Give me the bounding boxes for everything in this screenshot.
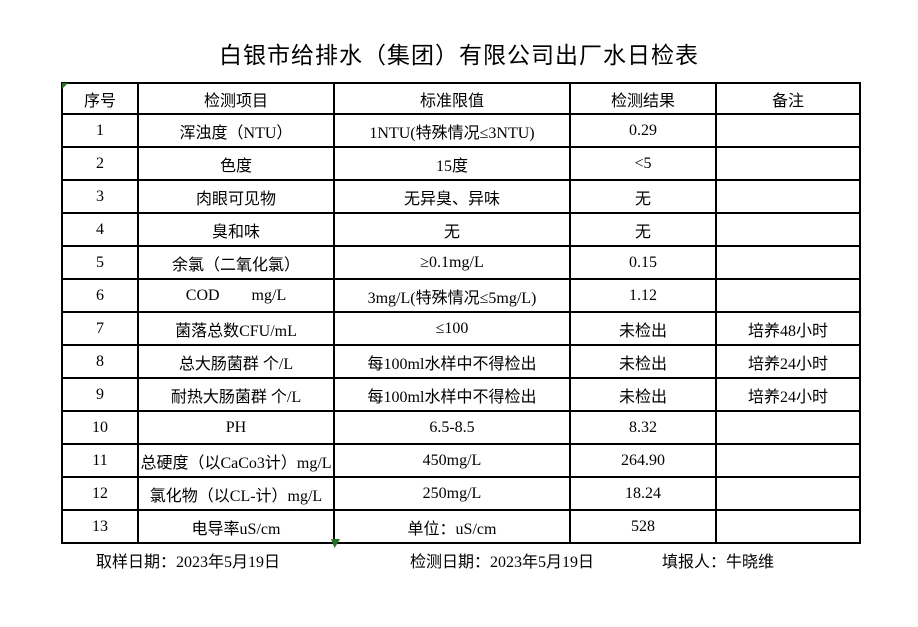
table-header-row: 序号 检测项目 标准限值 检测结果 备注 [61, 82, 861, 115]
cell-result: 无 [569, 179, 717, 214]
cell-seq: 1 [61, 113, 139, 148]
cell-result: 无 [569, 212, 717, 247]
water-quality-table: 序号 检测项目 标准限值 检测结果 备注 1 浑浊度（NTU） 1NTU(特殊情… [61, 82, 861, 544]
cell-result: 528 [569, 509, 717, 544]
cell-item: 氯化物（以CL-计）mg/L [137, 476, 335, 511]
cell-result: <5 [569, 146, 717, 181]
cell-seq: 2 [61, 146, 139, 181]
cell-seq: 9 [61, 377, 139, 412]
cell-standard: 15度 [333, 146, 571, 181]
table-bottom-flag-icon [331, 539, 340, 548]
table-row: 11 总硬度（以CaCo3计）mg/L 450mg/L 264.90 [61, 443, 861, 478]
cell-seq: 12 [61, 476, 139, 511]
cell-result: 未检出 [569, 377, 717, 412]
cell-item: PH [137, 410, 335, 445]
column-header-result: 检测结果 [569, 82, 717, 115]
table-row: 8 总大肠菌群 个/L 每100ml水样中不得检出 未检出 培养24小时 [61, 344, 861, 379]
cell-remark [715, 179, 861, 214]
cell-standard: 每100ml水样中不得检出 [333, 377, 571, 412]
table-row: 9 耐热大肠菌群 个/L 每100ml水样中不得检出 未检出 培养24小时 [61, 377, 861, 412]
cell-standard: 250mg/L [333, 476, 571, 511]
cell-standard: 3mg/L(特殊情况≤5mg/L) [333, 278, 571, 313]
cell-item: 臭和味 [137, 212, 335, 247]
cell-remark [715, 146, 861, 181]
cell-result: 0.29 [569, 113, 717, 148]
cell-remark [715, 443, 861, 478]
cell-corner-flag-icon [62, 83, 68, 89]
cell-standard: 每100ml水样中不得检出 [333, 344, 571, 379]
cell-standard: 无异臭、异味 [333, 179, 571, 214]
cell-result: 未检出 [569, 344, 717, 379]
cell-item: 耐热大肠菌群 个/L [137, 377, 335, 412]
table-row: 10 PH 6.5-8.5 8.32 [61, 410, 861, 445]
cell-item: 色度 [137, 146, 335, 181]
table-row: 6 COD mg/L 3mg/L(特殊情况≤5mg/L) 1.12 [61, 278, 861, 313]
cell-remark [715, 113, 861, 148]
cell-item: COD mg/L [137, 278, 335, 313]
page-title: 白银市给排水（集团）有限公司出厂水日检表 [219, 43, 699, 68]
cell-item: 电导率uS/cm [137, 509, 335, 544]
cell-item: 总大肠菌群 个/L [137, 344, 335, 379]
cell-item: 肉眼可见物 [137, 179, 335, 214]
cell-standard: 6.5-8.5 [333, 410, 571, 445]
table-row: 5 余氯（二氧化氯） ≥0.1mg/L 0.15 [61, 245, 861, 280]
table-row: 4 臭和味 无 无 [61, 212, 861, 247]
table-row: 12 氯化物（以CL-计）mg/L 250mg/L 18.24 [61, 476, 861, 511]
cell-seq: 8 [61, 344, 139, 379]
column-header-standard: 标准限值 [333, 82, 571, 115]
cell-remark [715, 245, 861, 280]
cell-item: 菌落总数CFU/mL [137, 311, 335, 346]
sampling-date-note: 取样日期：2023年5月19日 [96, 554, 281, 571]
cell-standard: 1NTU(特殊情况≤3NTU) [333, 113, 571, 148]
cell-result: 18.24 [569, 476, 717, 511]
cell-standard: 单位：uS/cm [333, 509, 571, 544]
cell-standard: ≥0.1mg/L [333, 245, 571, 280]
cell-seq: 5 [61, 245, 139, 280]
cell-seq: 6 [61, 278, 139, 313]
cell-item: 总硬度（以CaCo3计）mg/L [137, 443, 335, 478]
testing-date-note: 检测日期：2023年5月19日 [410, 554, 595, 571]
cell-seq: 4 [61, 212, 139, 247]
cell-seq: 11 [61, 443, 139, 478]
cell-seq: 7 [61, 311, 139, 346]
cell-standard: 450mg/L [333, 443, 571, 478]
cell-remark: 培养24小时 [715, 377, 861, 412]
cell-result: 1.12 [569, 278, 717, 313]
cell-seq: 3 [61, 179, 139, 214]
table-row: 2 色度 15度 <5 [61, 146, 861, 181]
cell-seq: 13 [61, 509, 139, 544]
cell-remark [715, 476, 861, 511]
cell-remark [715, 278, 861, 313]
cell-remark [715, 509, 861, 544]
cell-remark [715, 410, 861, 445]
cell-standard: 无 [333, 212, 571, 247]
table-row: 1 浑浊度（NTU） 1NTU(特殊情况≤3NTU) 0.29 [61, 113, 861, 148]
table-row: 7 菌落总数CFU/mL ≤100 未检出 培养48小时 [61, 311, 861, 346]
cell-result: 0.15 [569, 245, 717, 280]
column-header-remark: 备注 [715, 82, 861, 115]
cell-remark [715, 212, 861, 247]
cell-remark: 培养48小时 [715, 311, 861, 346]
column-header-seq: 序号 [61, 82, 139, 115]
column-header-item: 检测项目 [137, 82, 335, 115]
cell-item: 浑浊度（NTU） [137, 113, 335, 148]
cell-seq: 10 [61, 410, 139, 445]
cell-remark: 培养24小时 [715, 344, 861, 379]
cell-standard: ≤100 [333, 311, 571, 346]
cell-result: 264.90 [569, 443, 717, 478]
table-row: 3 肉眼可见物 无异臭、异味 无 [61, 179, 861, 214]
cell-result: 8.32 [569, 410, 717, 445]
table-row: 13 电导率uS/cm 单位：uS/cm 528 [61, 509, 861, 544]
cell-item: 余氯（二氧化氯） [137, 245, 335, 280]
cell-result: 未检出 [569, 311, 717, 346]
reporter-note: 填报人：牛晓维 [662, 554, 775, 571]
